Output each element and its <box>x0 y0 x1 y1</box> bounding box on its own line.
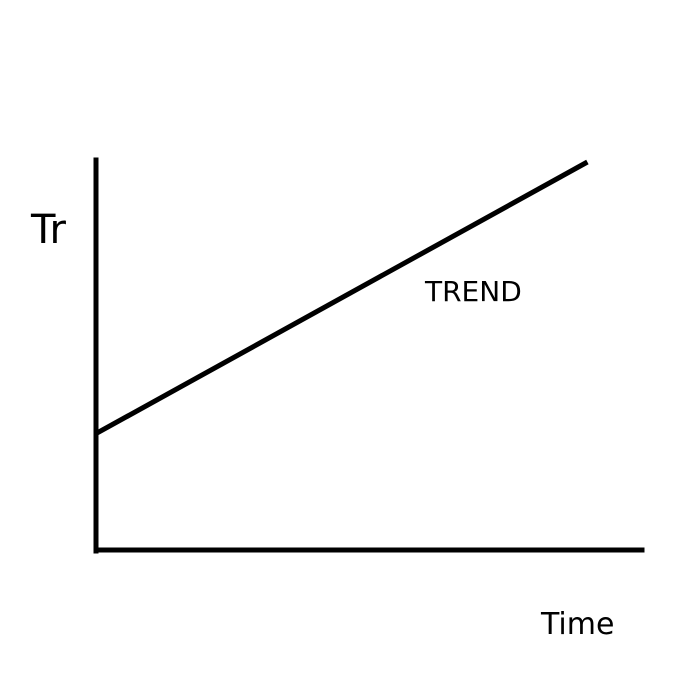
x-axis-label: Time <box>540 607 614 642</box>
y-axis-label: Tr <box>30 207 67 253</box>
trend-annotation: TREND <box>424 275 522 308</box>
trend-line <box>94 159 589 436</box>
series-layer <box>94 159 589 436</box>
